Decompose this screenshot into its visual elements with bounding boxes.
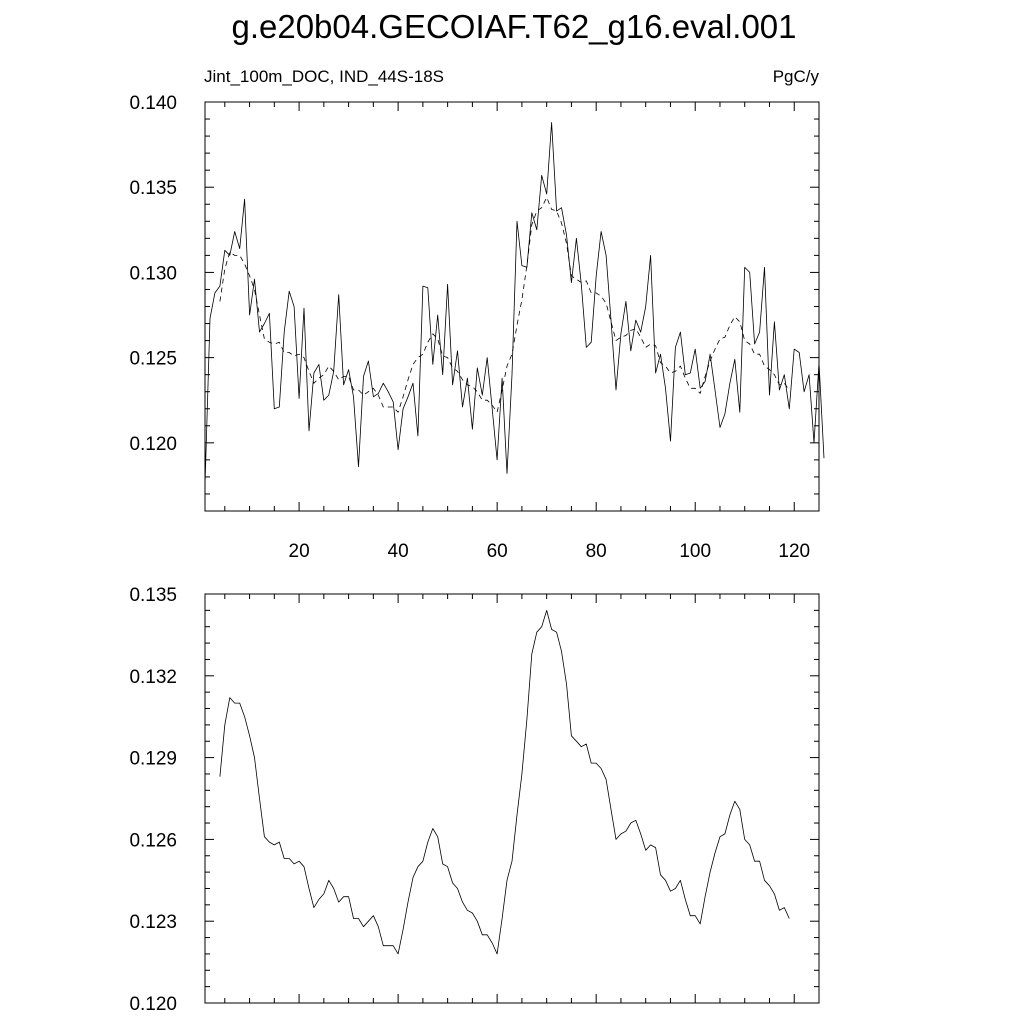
y-tick-label: 0.125 (129, 349, 177, 370)
y-tick-label: 0.140 (129, 93, 177, 114)
y-tick-label: 0.120 (129, 994, 177, 1015)
top-panel-units-label: PgC/y (773, 67, 820, 86)
y-tick-label: 0.132 (129, 667, 177, 688)
x-tick-label: 20 (289, 541, 310, 562)
x-tick-label: 60 (487, 541, 508, 562)
x-tick-label: 40 (388, 541, 409, 562)
y-tick-label: 0.126 (129, 830, 177, 851)
top-panel-variable-label: Jint_100m_DOC, IND_44S-18S (204, 67, 444, 86)
figure-title: g.e20b04.GECOIAF.T62_g16.eval.001 (231, 8, 796, 45)
top-panel: 0.140 0.135 0.130 0.125 0.120 20 40 60 80 100 120 (129, 93, 825, 562)
plot-frame (204, 101, 820, 512)
series-line (219, 610, 790, 955)
y-tick-label: 0.123 (129, 912, 177, 933)
x-tick-label: 80 (586, 541, 607, 562)
series-line (204, 122, 825, 486)
smoothed-series-line (219, 196, 790, 413)
y-tick-label: 0.135 (129, 178, 177, 199)
plot-frame (204, 593, 820, 1004)
x-tick-label: 100 (679, 541, 711, 562)
bottom-panel: 0.135 0.132 0.129 0.126 0.123 0.120 (129, 585, 820, 1015)
y-tick-label: 0.120 (129, 434, 177, 455)
y-tick-label: 0.130 (129, 263, 177, 284)
y-tick-label: 0.129 (129, 749, 177, 770)
y-tick-label: 0.135 (129, 585, 177, 606)
x-tick-label: 120 (778, 541, 810, 562)
